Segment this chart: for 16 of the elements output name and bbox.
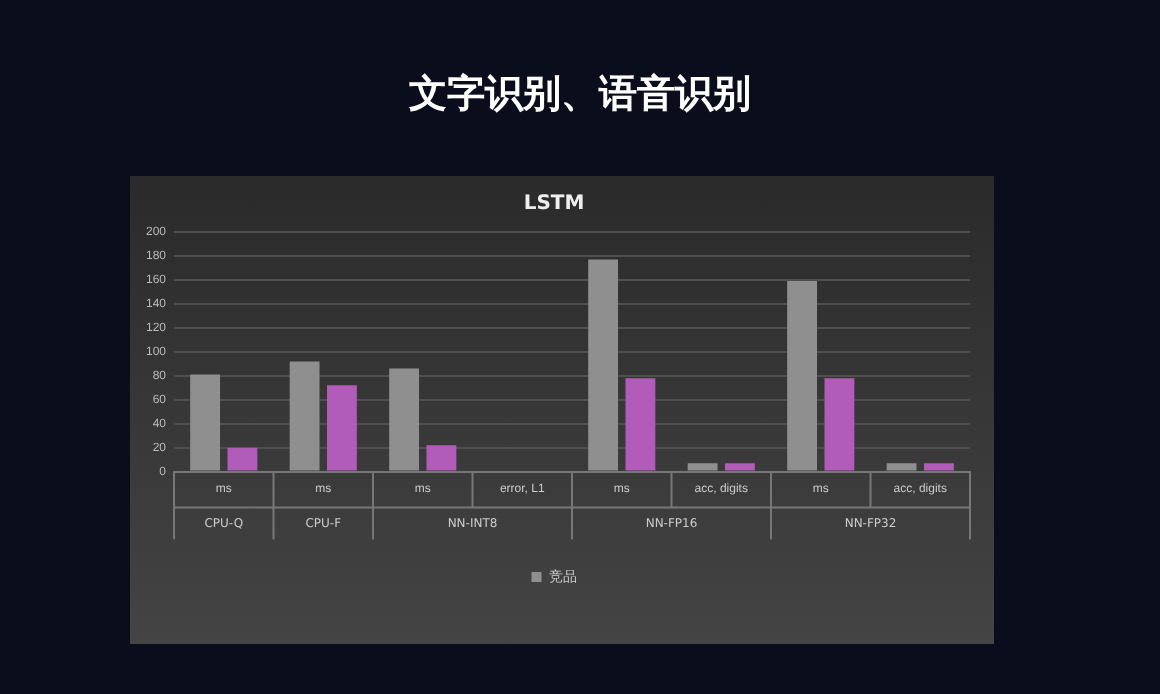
bar: [389, 368, 420, 471]
bar: [886, 463, 917, 471]
bar: [426, 445, 457, 471]
bar: [289, 361, 320, 471]
bar: [724, 463, 755, 471]
bar: [923, 463, 954, 471]
bar: [190, 374, 221, 471]
bar: [687, 463, 718, 471]
bar: [227, 447, 258, 471]
bar: [625, 378, 656, 471]
bar: [787, 281, 818, 471]
bar: [327, 385, 357, 471]
chart-title: 文字识别、语音识别: [407, 70, 753, 120]
chart-subtitle: LSTM: [523, 193, 585, 216]
bar: [588, 259, 619, 471]
bar: [824, 378, 855, 471]
